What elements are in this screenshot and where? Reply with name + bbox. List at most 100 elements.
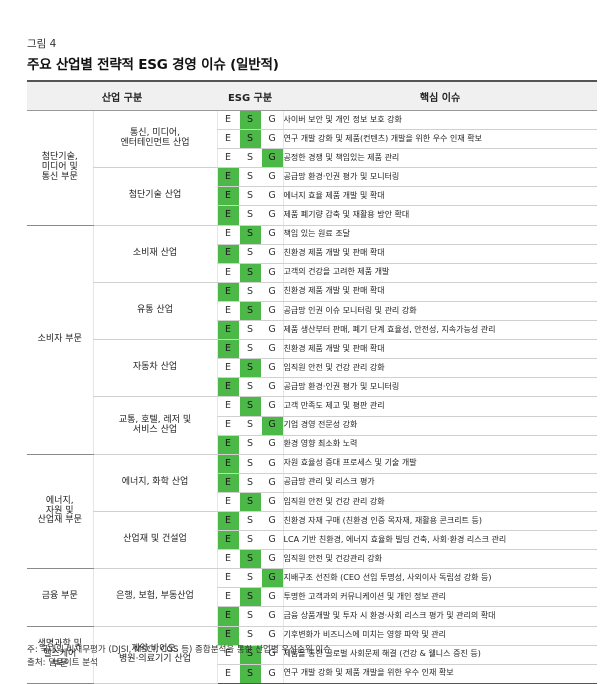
esg-cell-s: S (238, 606, 262, 627)
issue-text: 공급망 인권 이슈 모니터링 및 관리 강화 (282, 301, 598, 322)
esg-issues-table: 산업 구분 ESG 구분 핵심 이슈 첨단기술, 미디어 및 통신 부문 통신, … (27, 82, 598, 684)
issue-text: 친환경 제품 개발 및 판매 확대 (282, 339, 598, 360)
esg-cell-g: G (260, 263, 284, 283)
esg-cell-e: E (216, 110, 240, 131)
esg-cell-e: E (216, 645, 240, 665)
table-row: 소비자 부문 소비재 산업 E S G 책임 있는 원료 조달 (27, 225, 598, 455)
issue-text: 공정한 경쟁 및 책임있는 제품 관리 (282, 148, 598, 169)
issue-text: 공급망 환경·인권 평가 및 모니터링 (282, 377, 598, 398)
esg-cell-e: E (216, 339, 240, 360)
esg-cell-g: G (260, 301, 284, 322)
industry-name: 자동차 산업 (92, 339, 218, 398)
table-header-row: 산업 구분 ESG 구분 핵심 이슈 (27, 82, 598, 111)
table-row: E S G 제품을 통한 글로벌 사회문제 해결 (건강 & 웰니스 증진 등) (27, 645, 598, 665)
esg-cell-s: S (238, 626, 262, 646)
table-row: E S G 환경 영향 최소화 노력 (27, 435, 598, 455)
table-row: 에너지, 자원 및 산업재 부문 에너지, 화학 산업 E S G 자원 효율성 증대 프… (27, 454, 598, 570)
issue-text: LCA 기반 친환경, 에너지 효율화 빌딩 건축, 사회·환경 리스크 관리 (282, 530, 598, 551)
industry-name: 은행, 보험, 부동산업 (92, 568, 218, 627)
esg-cell-s: S (238, 511, 262, 532)
issue-text: 고객 만족도 제고 및 평판 관리 (282, 396, 598, 417)
esg-cell-s: S (238, 129, 262, 150)
esg-cell-s: S (238, 530, 262, 551)
esg-cell-s: S (238, 645, 262, 665)
table-row: 교통, 호텔, 레저 및 서비스 산업 E S G 고객 만족도 제고 및 평판 관리 (27, 396, 598, 455)
esg-cell-g: G (260, 492, 284, 512)
esg-cell-e: E (216, 167, 240, 188)
esg-cell-e: E (216, 435, 240, 455)
esg-cell-e: E (216, 377, 240, 398)
esg-cell-s: S (238, 282, 262, 302)
table-row: E S G 공급망 인권 이슈 모니터링 및 관리 강화 (27, 301, 598, 322)
issue-text: 제품을 통한 글로벌 사회문제 해결 (건강 & 웰니스 증진 등) (282, 645, 598, 665)
issue-text: 임직원 안전 및 건강 관리 강화 (282, 492, 598, 512)
esg-cell-s: S (238, 148, 262, 169)
esg-cell-e: E (216, 129, 240, 150)
esg-cell-s: S (238, 320, 262, 341)
issue-text: 에너지 효율 제품 개발 및 확대 (282, 186, 598, 207)
esg-cell-g: G (260, 282, 284, 302)
esg-cell-s: S (238, 549, 262, 570)
table-row: 첨단기술, 미디어 및 통신 부문 통신, 미디어, 엔터테인먼트 산업 E S G 사이… (27, 110, 598, 226)
header-industry: 산업 구분 (27, 82, 218, 111)
table-row: 유통 산업 E S G 친환경 제품 개발 및 판매 확대 (27, 282, 598, 341)
issue-text: 사이버 보안 및 개인 정보 보호 강화 (282, 110, 598, 131)
esg-cell-e: E (216, 492, 240, 512)
esg-cell-s: S (238, 110, 262, 131)
table-row: E S G 투명한 고객과의 커뮤니케이션 및 개인 정보 관리 (27, 587, 598, 608)
esg-cell-g: G (260, 587, 284, 608)
footnote: 주: 국내외 비재무평가 (DJSI, MSCI, CGS 등) 종합분석을 통… (27, 644, 331, 670)
esg-cell-s: S (238, 339, 262, 360)
industry-name: 교통, 호텔, 레저 및 서비스 산업 (92, 396, 218, 455)
issue-text: 금융 상품개발 및 투자 시 환경·사회 리스크 평가 및 관리의 확대 (282, 606, 598, 627)
industry-name: 통신, 미디어, 엔터테인먼트 산업 (92, 110, 218, 169)
esg-cell-s: S (238, 205, 262, 226)
issue-text: 제품 생산부터 판매, 폐기 단계 효율성, 안전성, 지속가능성 관리 (282, 320, 598, 341)
sector-name: 금융 부문 (27, 568, 93, 627)
table-row: E S G 임직원 안전 및 건강 관리 강화 (27, 358, 598, 379)
esg-cell-s: S (238, 358, 262, 379)
table-row: E S G 공정한 경쟁 및 책임있는 제품 관리 (27, 148, 598, 169)
esg-cell-e: E (216, 148, 240, 169)
issue-text: 친환경 자재 구매 (친환경 인증 목자재, 재활용 콘크리트 등) (282, 511, 598, 532)
issue-text: 기업 경영 전문성 강화 (282, 416, 598, 436)
issue-text: 친환경 제품 개발 및 판매 확대 (282, 244, 598, 264)
esg-cell-e: E (216, 244, 240, 264)
esg-cell-g: G (260, 511, 284, 532)
table-row: 생명과학 및 헬스케어 부문 제약·바이오, 병원·의료기기 산업 E S G 기후변화가… (27, 626, 598, 684)
issue-text: 고객의 건강을 고려한 제품 개발 (282, 263, 598, 283)
table-row: E S G 고객의 건강을 고려한 제품 개발 (27, 263, 598, 283)
esg-cell-g: G (260, 205, 284, 226)
figure-title: 주요 산업별 전략적 ESG 경영 이슈 (일반적) (27, 57, 279, 73)
esg-cell-e: E (216, 549, 240, 570)
esg-cell-g: G (260, 549, 284, 570)
esg-cell-g: G (260, 377, 284, 398)
table-row: 금융 부문 은행, 보험, 부동산업 E S G 지배구조 선진화 (CEO 선임 투명성… (27, 568, 598, 627)
esg-cell-g: G (260, 416, 284, 436)
issue-text: 친환경 제품 개발 및 판매 확대 (282, 282, 598, 302)
sector-name: 에너지, 자원 및 산업재 부문 (27, 454, 93, 570)
esg-cell-g: G (260, 454, 284, 474)
esg-cell-e: E (216, 473, 240, 493)
esg-cell-s: S (238, 396, 262, 417)
esg-cell-s: S (238, 454, 262, 474)
esg-cell-g: G (260, 129, 284, 150)
sector-name: 첨단기술, 미디어 및 통신 부문 (27, 110, 93, 226)
esg-cell-g: G (260, 110, 284, 131)
table-row: E S G 금융 상품개발 및 투자 시 환경·사회 리스크 평가 및 관리의 확대 (27, 606, 598, 627)
industry-name: 에너지, 화학 산업 (92, 454, 218, 512)
esg-cell-e: E (216, 396, 240, 417)
issue-text: 임직원 안전 및 건강 관리 강화 (282, 358, 598, 379)
issue-text: 투명한 고객과의 커뮤니케이션 및 개인 정보 관리 (282, 587, 598, 608)
issue-text: 임직원 안전 및 건강관리 강화 (282, 549, 598, 570)
esg-cell-s: S (238, 167, 262, 188)
table-row: E S G 제품 생산부터 판매, 폐기 단계 효율성, 안전성, 지속가능성 관리 (27, 320, 598, 341)
esg-cell-g: G (260, 626, 284, 646)
issue-text: 기후변화가 비즈니스에 미치는 영향 파악 및 관리 (282, 626, 598, 646)
table-row: 자동차 산업 E S G 친환경 제품 개발 및 판매 확대 (27, 339, 598, 398)
esg-cell-g: G (260, 186, 284, 207)
esg-cell-e: E (216, 282, 240, 302)
esg-cell-s: S (238, 587, 262, 608)
esg-cell-e: E (216, 301, 240, 322)
sector-name: 소비자 부문 (27, 225, 93, 455)
